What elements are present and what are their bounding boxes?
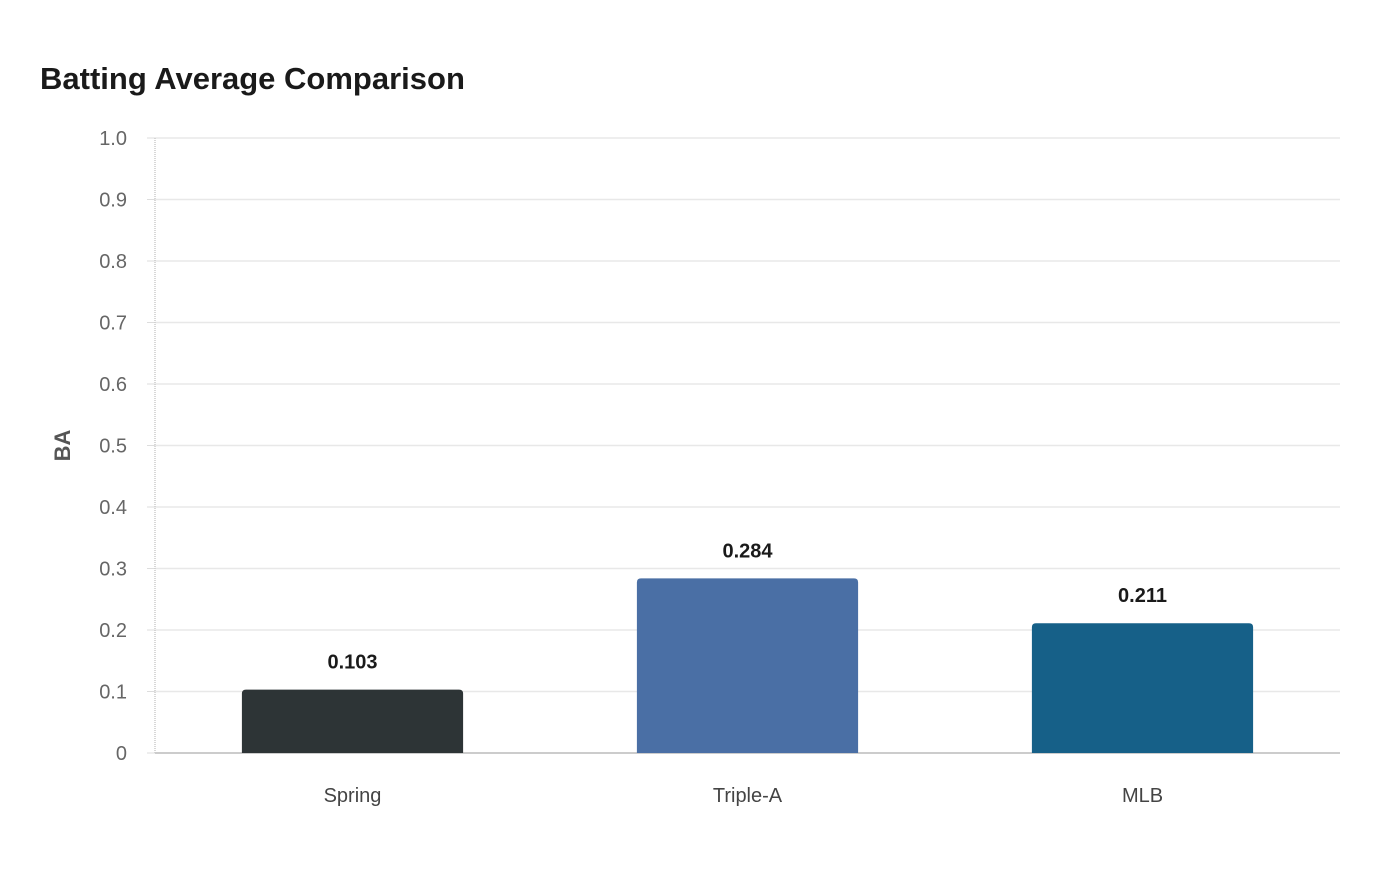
y-tick-label: 1.0 — [99, 128, 127, 150]
chart-title: Batting Average Comparison — [40, 61, 465, 96]
y-tick-label: 0.2 — [99, 620, 127, 642]
y-tick-label: 0.8 — [99, 251, 127, 273]
value-label: 0.211 — [1118, 585, 1167, 607]
y-tick-label: 0.3 — [99, 559, 127, 581]
x-tick-label: Spring — [324, 785, 382, 807]
bar-triple-a — [636, 578, 859, 753]
y-tick-label: 0.5 — [99, 436, 127, 458]
y-tick-label: 0.7 — [99, 313, 127, 335]
x-tick-label: MLB — [1122, 785, 1163, 807]
y-tick-label: 0 — [116, 743, 127, 765]
y-axis-title: BA — [50, 430, 75, 462]
x-tick-label: Triple-A — [713, 785, 783, 807]
value-labels: 0.103 0.284 0.211 — [327, 540, 1167, 673]
y-tick-labels: 0 0.1 0.2 0.3 0.4 0.5 0.6 0.7 0.8 0.9 1.0 — [99, 128, 127, 765]
x-tick-labels: Spring Triple-A MLB — [324, 785, 1163, 807]
y-tick-label: 0.6 — [99, 374, 127, 396]
bar-spring — [241, 689, 464, 753]
value-label: 0.284 — [722, 540, 773, 562]
bars — [241, 578, 1254, 753]
y-tick-label: 0.9 — [99, 190, 127, 212]
y-tick-label: 0.1 — [99, 682, 127, 704]
value-label: 0.103 — [327, 652, 377, 674]
y-tick-label: 0.4 — [99, 497, 127, 519]
bar-mlb — [1031, 623, 1254, 753]
